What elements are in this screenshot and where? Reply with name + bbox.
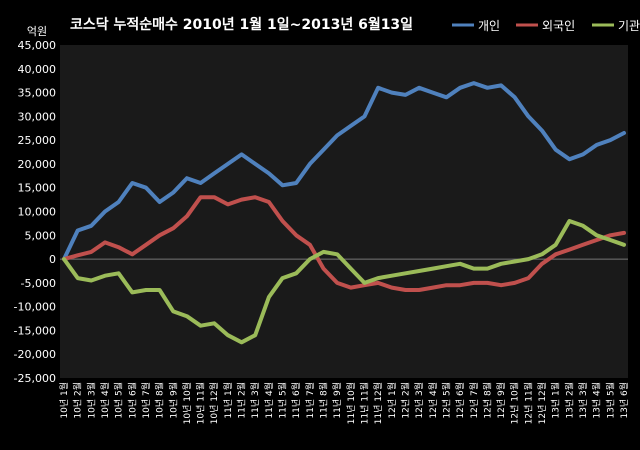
x-tick-label: 12년 1월 [386, 382, 398, 419]
plot-area [60, 45, 628, 378]
y-tick-label: 0 [49, 253, 56, 266]
chart-title: 코스닥 누적순매수 2010년 1월 1일~2013년 6월13일 [70, 16, 413, 33]
y-tick-label: -25,000 [14, 372, 56, 385]
x-tick-label: 12년 7월 [468, 382, 480, 419]
x-tick-label: 10년 3월 [85, 382, 97, 419]
x-tick-label: 10년 9월 [167, 382, 179, 419]
y-tick-label: 35,000 [18, 87, 57, 100]
x-tick-label: 11년 6월 [290, 382, 302, 419]
x-tick-label: 12년 8월 [481, 382, 493, 419]
y-tick-label: -5,000 [21, 277, 56, 290]
x-tick-label: 12년 9월 [495, 382, 507, 419]
y-axis-unit-label: 억원 [27, 25, 47, 38]
x-tick-label: 12년 12월 [536, 382, 548, 424]
y-tick-label: 5,000 [25, 229, 57, 242]
series-line-개인 [62, 81, 626, 262]
y-tick-label: 10,000 [18, 206, 57, 219]
x-tick-label: 11년 12월 [372, 382, 384, 424]
x-tick-label: 13년 5월 [604, 382, 616, 419]
x-axis-ticks: 10년 1월 10년 2월 10년 3월 10년 4월 10년 5월 10년 6월 10년 … [58, 382, 630, 424]
x-tick-label: 11년 11월 [358, 382, 370, 424]
series-line-외국인 [62, 195, 626, 292]
x-tick-label: 10년 1월 [58, 382, 70, 419]
y-axis-ticks: 45,000 40,000 35,000 30,000 25,000 20,000 15,0… [14, 39, 56, 385]
x-tick-label: 13년 3월 [577, 382, 589, 419]
legend-label: 기관 [618, 19, 640, 33]
x-tick-label: 10년 11월 [195, 382, 207, 424]
x-tick-label: 13년 2월 [563, 382, 575, 419]
x-tick-label: 10년 10월 [181, 382, 193, 424]
x-tick-label: 11년 4월 [263, 382, 275, 419]
y-tick-label: 45,000 [18, 39, 57, 52]
x-tick-label: 13년 6월 [618, 382, 630, 419]
x-tick-label: 11년 1월 [222, 382, 234, 419]
x-tick-label: 12년 5월 [440, 382, 452, 419]
x-tick-label: 12년 6월 [454, 382, 466, 419]
x-tick-label: 11년 5월 [277, 382, 289, 419]
x-tick-label: 10년 7월 [140, 382, 152, 419]
x-tick-label: 10년 5월 [113, 382, 125, 419]
y-tick-label: -20,000 [14, 348, 56, 361]
x-tick-label: 11년 2월 [236, 382, 248, 419]
legend-label: 외국인 [542, 19, 575, 33]
x-tick-label: 11년 9월 [331, 382, 343, 419]
y-tick-label: 40,000 [18, 63, 57, 76]
x-tick-label: 12년 10월 [509, 382, 521, 424]
x-tick-label: 10년 4월 [99, 382, 111, 419]
y-tick-label: 30,000 [18, 110, 57, 123]
x-tick-label: 12년 3월 [413, 382, 425, 419]
y-tick-label: 25,000 [18, 134, 57, 147]
series-line-기관 [62, 219, 626, 345]
x-tick-label: 12년 11월 [522, 382, 534, 424]
legend: 개인 외국인 기관 [452, 19, 640, 33]
x-tick-label: 11년 3월 [249, 382, 261, 419]
legend-label: 개인 [478, 19, 500, 33]
y-tick-label: 20,000 [18, 158, 57, 171]
x-tick-label: 11년 8월 [318, 382, 330, 419]
y-tick-label: -10,000 [14, 301, 56, 314]
x-tick-label: 13년 4월 [591, 382, 603, 419]
x-tick-label: 10년 2월 [72, 382, 84, 419]
x-tick-label: 11년 7월 [304, 382, 316, 419]
series-lines [62, 81, 626, 345]
x-tick-label: 10년 6월 [126, 382, 138, 419]
y-tick-label: -15,000 [14, 324, 56, 337]
x-tick-label: 10년 12월 [208, 382, 220, 424]
y-tick-label: 15,000 [18, 182, 57, 195]
x-tick-label: 12년 4월 [427, 382, 439, 419]
x-tick-label: 13년 1월 [550, 382, 562, 419]
x-tick-label: 12년 2월 [399, 382, 411, 419]
x-tick-label: 11년 10월 [345, 382, 357, 424]
x-tick-label: 10년 8월 [154, 382, 166, 419]
